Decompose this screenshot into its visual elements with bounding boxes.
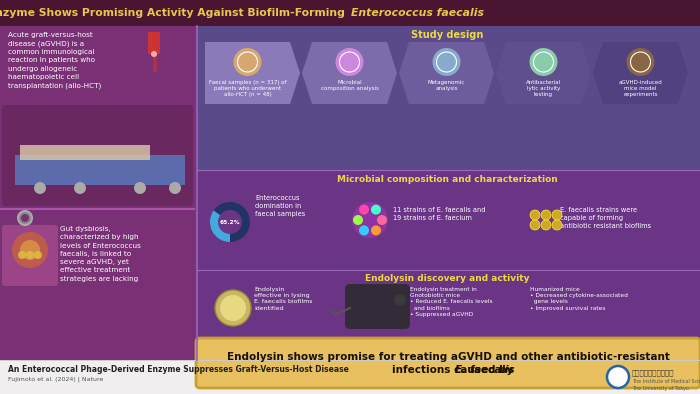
Circle shape: [220, 295, 246, 321]
Circle shape: [541, 210, 551, 220]
Circle shape: [353, 215, 363, 225]
Circle shape: [529, 48, 557, 76]
Circle shape: [552, 220, 562, 230]
Circle shape: [26, 251, 34, 259]
Circle shape: [18, 251, 26, 259]
Polygon shape: [205, 42, 300, 104]
Text: 11 strains of E. faecalis and
19 strains of E. faecium: 11 strains of E. faecalis and 19 strains…: [393, 207, 486, 221]
Text: Acute graft-versus-host
disease (aGVHD) is a
common immunological
reaction in pa: Acute graft-versus-host disease (aGVHD) …: [8, 32, 101, 89]
Circle shape: [533, 52, 554, 72]
Circle shape: [20, 240, 40, 260]
Text: 65.2%: 65.2%: [220, 219, 240, 225]
Circle shape: [530, 220, 540, 230]
Circle shape: [21, 214, 29, 222]
Text: Endolysin
effective in lysing
E. faecalis biofilms
identified: Endolysin effective in lysing E. faecali…: [254, 287, 312, 310]
Text: Enterococcus
domination in
faecal samples: Enterococcus domination in faecal sample…: [255, 195, 305, 216]
Circle shape: [215, 290, 251, 326]
FancyBboxPatch shape: [2, 105, 193, 206]
Circle shape: [552, 210, 562, 220]
Wedge shape: [214, 202, 250, 242]
Circle shape: [18, 211, 32, 225]
Circle shape: [352, 202, 388, 238]
Circle shape: [151, 51, 157, 57]
Text: Study design: Study design: [411, 30, 483, 40]
Polygon shape: [302, 42, 397, 104]
Bar: [197, 26, 700, 170]
Circle shape: [34, 182, 46, 194]
Text: Antibacterial
lytic activity
testing: Antibacterial lytic activity testing: [526, 80, 561, 97]
Circle shape: [626, 48, 654, 76]
Circle shape: [237, 52, 258, 72]
Text: Enterococcus faecalis: Enterococcus faecalis: [351, 8, 484, 18]
Circle shape: [631, 52, 650, 72]
Circle shape: [394, 294, 406, 306]
Polygon shape: [593, 42, 688, 104]
Circle shape: [335, 48, 363, 76]
Circle shape: [607, 366, 629, 388]
Text: Humanized mice
• Decreased cytokine-associated
  gene levels
• Improved survival: Humanized mice • Decreased cytokine-asso…: [530, 287, 628, 310]
Circle shape: [437, 52, 456, 72]
Circle shape: [530, 210, 540, 220]
Text: infections caused by: infections caused by: [392, 365, 517, 375]
Bar: [15, 155, 185, 185]
Circle shape: [134, 182, 146, 194]
Text: Faecal samples (n = 317) of
patients who underwent
allo-HCT (n = 48): Faecal samples (n = 317) of patients who…: [209, 80, 286, 97]
Text: Gut dysbiosis,
characterized by high
levels of Enterococcus
faecalis, is linked : Gut dysbiosis, characterized by high lev…: [60, 226, 141, 281]
Text: Enterococcus Phage-Derived Enzyme Shows Promising Activity Against Biofilm-Formi: Enterococcus Phage-Derived Enzyme Shows …: [0, 8, 349, 18]
FancyBboxPatch shape: [345, 284, 410, 329]
Circle shape: [552, 210, 562, 220]
Text: Endolysin shows promise for treating aGVHD and other antibiotic-resistant: Endolysin shows promise for treating aGV…: [227, 352, 669, 362]
Circle shape: [234, 48, 262, 76]
Circle shape: [530, 210, 540, 220]
Circle shape: [169, 182, 181, 194]
Polygon shape: [496, 42, 591, 104]
Text: aGVHD-induced
mice model
experiments: aGVHD-induced mice model experiments: [619, 80, 662, 97]
Bar: [153, 32, 157, 72]
Text: E. faecalis strains were
capable of forming
antibiotic resistant biofilms: E. faecalis strains were capable of form…: [560, 207, 651, 229]
Circle shape: [218, 210, 242, 234]
Circle shape: [377, 215, 387, 225]
Text: Endolysin discovery and activity: Endolysin discovery and activity: [365, 274, 529, 283]
Bar: [197, 271, 700, 341]
Text: E. faecalis: E. faecalis: [455, 365, 514, 375]
Text: Microbial composition and characterization: Microbial composition and characterizati…: [337, 175, 557, 184]
Polygon shape: [399, 42, 494, 104]
Text: Endolysin treatment in
Gnotobiotic mice
• Reduced E. faecalis levels
  and biofi: Endolysin treatment in Gnotobiotic mice …: [410, 287, 493, 317]
Circle shape: [340, 52, 360, 72]
FancyBboxPatch shape: [196, 338, 700, 388]
Bar: [20, 145, 150, 160]
Bar: [148, 32, 160, 54]
Circle shape: [552, 220, 562, 230]
Circle shape: [611, 370, 625, 384]
Text: 東京大学医科学研究所: 東京大学医科学研究所: [632, 369, 675, 375]
Circle shape: [359, 225, 369, 235]
Circle shape: [541, 220, 551, 230]
Bar: [0, 26, 195, 360]
Text: Fujimoto et al. (2024) | Nature: Fujimoto et al. (2024) | Nature: [8, 376, 104, 381]
Text: The Institute of Medical Science: The Institute of Medical Science: [632, 379, 700, 384]
Bar: [197, 172, 700, 270]
Text: Microbial
composition analysis: Microbial composition analysis: [321, 80, 379, 91]
Circle shape: [34, 251, 42, 259]
Circle shape: [371, 204, 381, 215]
Circle shape: [359, 204, 369, 215]
Text: An Enterococcal Phage-Derived Enzyme Suppresses Graft-Versus-Host Disease: An Enterococcal Phage-Derived Enzyme Sup…: [8, 365, 349, 374]
Bar: [0, 0, 700, 26]
Circle shape: [371, 225, 381, 235]
FancyBboxPatch shape: [2, 225, 58, 286]
Circle shape: [530, 220, 540, 230]
Bar: [0, 208, 195, 210]
Circle shape: [74, 182, 86, 194]
Circle shape: [433, 48, 461, 76]
Text: Metagenomic
analysis: Metagenomic analysis: [428, 80, 466, 91]
Text: The University of Tokyo: The University of Tokyo: [632, 386, 689, 391]
Circle shape: [541, 210, 551, 220]
Bar: [0, 360, 700, 394]
Circle shape: [12, 232, 48, 268]
Circle shape: [541, 220, 551, 230]
Wedge shape: [210, 210, 230, 242]
